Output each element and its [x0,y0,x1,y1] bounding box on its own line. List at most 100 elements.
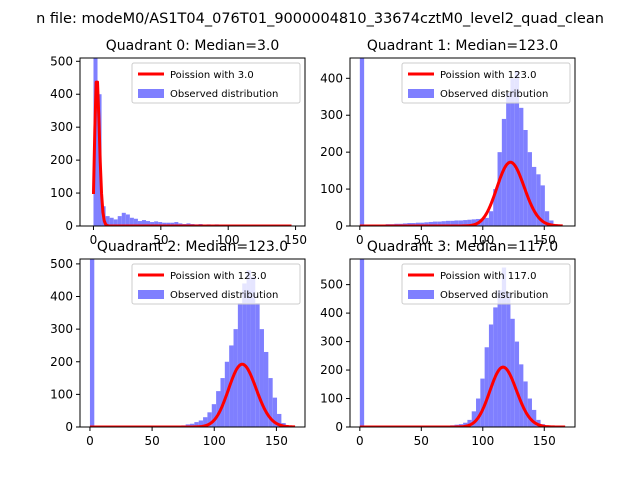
x-tick-label: 0 [90,233,98,247]
legend: Poission with 3.0 Observed distribution [131,62,301,104]
hist-bar [437,221,442,226]
hist-bar [519,364,524,427]
hist-bar [480,378,485,427]
hist-bar [531,166,537,226]
hist-bar [207,412,212,427]
y-tick-label: 300 [320,108,343,122]
y-tick-label: 200 [50,153,73,167]
x-tick-label: 50 [414,233,429,247]
y-tick-label: 0 [335,219,343,233]
hist-bar [454,220,459,226]
hist-bar [259,329,264,427]
x-tick-label: 0 [356,434,364,448]
legend-patch-swatch [138,290,164,299]
axes-frame [349,258,576,428]
y-tick-label: 300 [320,335,343,349]
hist-bar [549,220,554,226]
legend-label: Poission with 123.0 [170,271,266,282]
hist-bar [527,152,532,226]
hist-bar [133,218,138,226]
y-tick-label: 0 [65,420,73,434]
hist-bar [506,93,511,226]
hist-bar [514,70,520,226]
legend-frame [401,263,571,305]
subplot-title: Quadrant 3: Median=117.0 [367,239,558,255]
legend-label: Observed distribution [440,290,548,301]
subplot-title: Quadrant 1: Median=123.0 [367,38,558,54]
legend-frame [131,62,301,104]
hist-bar [129,217,134,226]
hist-bar [476,398,481,427]
hist-bar [203,417,208,427]
x-tick-label: 50 [144,434,159,448]
y-tick-label: 200 [320,363,343,377]
hist-bar [117,216,122,226]
hist-bar [510,318,515,427]
hist-bar [162,222,167,226]
legend-label: Poission with 117.0 [440,271,536,282]
y-tick-label: 300 [50,120,73,134]
y-tick-label: 500 [320,278,343,292]
x-tick-label: 100 [217,233,240,247]
y-tick-label: 400 [320,71,343,85]
hist-bar [109,217,114,226]
hist-bar [233,329,238,427]
y-tick-label: 100 [320,392,343,406]
legend-patch-swatch [408,89,434,98]
hist-bar [190,423,195,427]
x-tick-label: 150 [533,434,556,448]
hist-bar [471,219,477,226]
hist-bar [458,220,464,226]
legend: Poission with 117.0 Observed distribution [401,263,571,305]
hist-bar [146,221,151,226]
hist-bar [484,347,489,427]
hist-bar [497,152,502,226]
hist-bar [211,404,217,427]
figure-suptitle: n file: modeM0/AS1T04_076T01_9000004810_… [36,11,604,27]
y-tick-label: 200 [320,145,343,159]
legend-label: Observed distribution [170,89,278,100]
legend-patch-swatch [408,290,434,299]
x-tick-label: 50 [414,434,429,448]
hist-bar [501,267,507,427]
x-tick-label: 100 [203,434,226,448]
y-tick-label: 100 [50,186,73,200]
hist-bar [519,107,524,226]
hist-bar [121,212,126,226]
legend-label: Poission with 123.0 [440,70,536,81]
hist-bar [493,189,498,226]
hist-bar [420,222,425,226]
hist-bar [493,307,498,427]
hist-bar [216,391,221,427]
x-tick-label: 150 [265,434,288,448]
hist-bar [158,222,163,226]
y-tick-label: 500 [50,257,73,271]
histogram-bars [359,259,563,427]
hist-bar [523,381,528,427]
hist-bar [268,378,273,427]
hist-bar [359,58,365,226]
legend-patch-swatch [138,89,164,98]
hist-bar [174,222,179,226]
hist-bar [150,222,155,226]
poisson-fit-line [91,80,292,226]
hist-bar [523,130,528,226]
x-tick-label: 50 [153,233,168,247]
hist-bar [488,211,494,226]
y-tick-label: 400 [50,290,73,304]
hist-bar [510,78,515,226]
legend-frame [131,263,301,305]
subplot-title: Quadrant 0: Median=3.0 [106,38,280,54]
hist-bar [250,276,256,427]
hist-bar [467,419,472,427]
x-tick-label: 150 [533,233,556,247]
hist-bar [463,220,468,226]
hist-bar [544,211,550,226]
hist-bar [194,422,199,427]
hist-bar [89,259,95,427]
hist-bar [527,398,532,427]
hist-bar [488,324,494,427]
axes-frame [79,258,306,428]
hist-bar [536,174,541,226]
